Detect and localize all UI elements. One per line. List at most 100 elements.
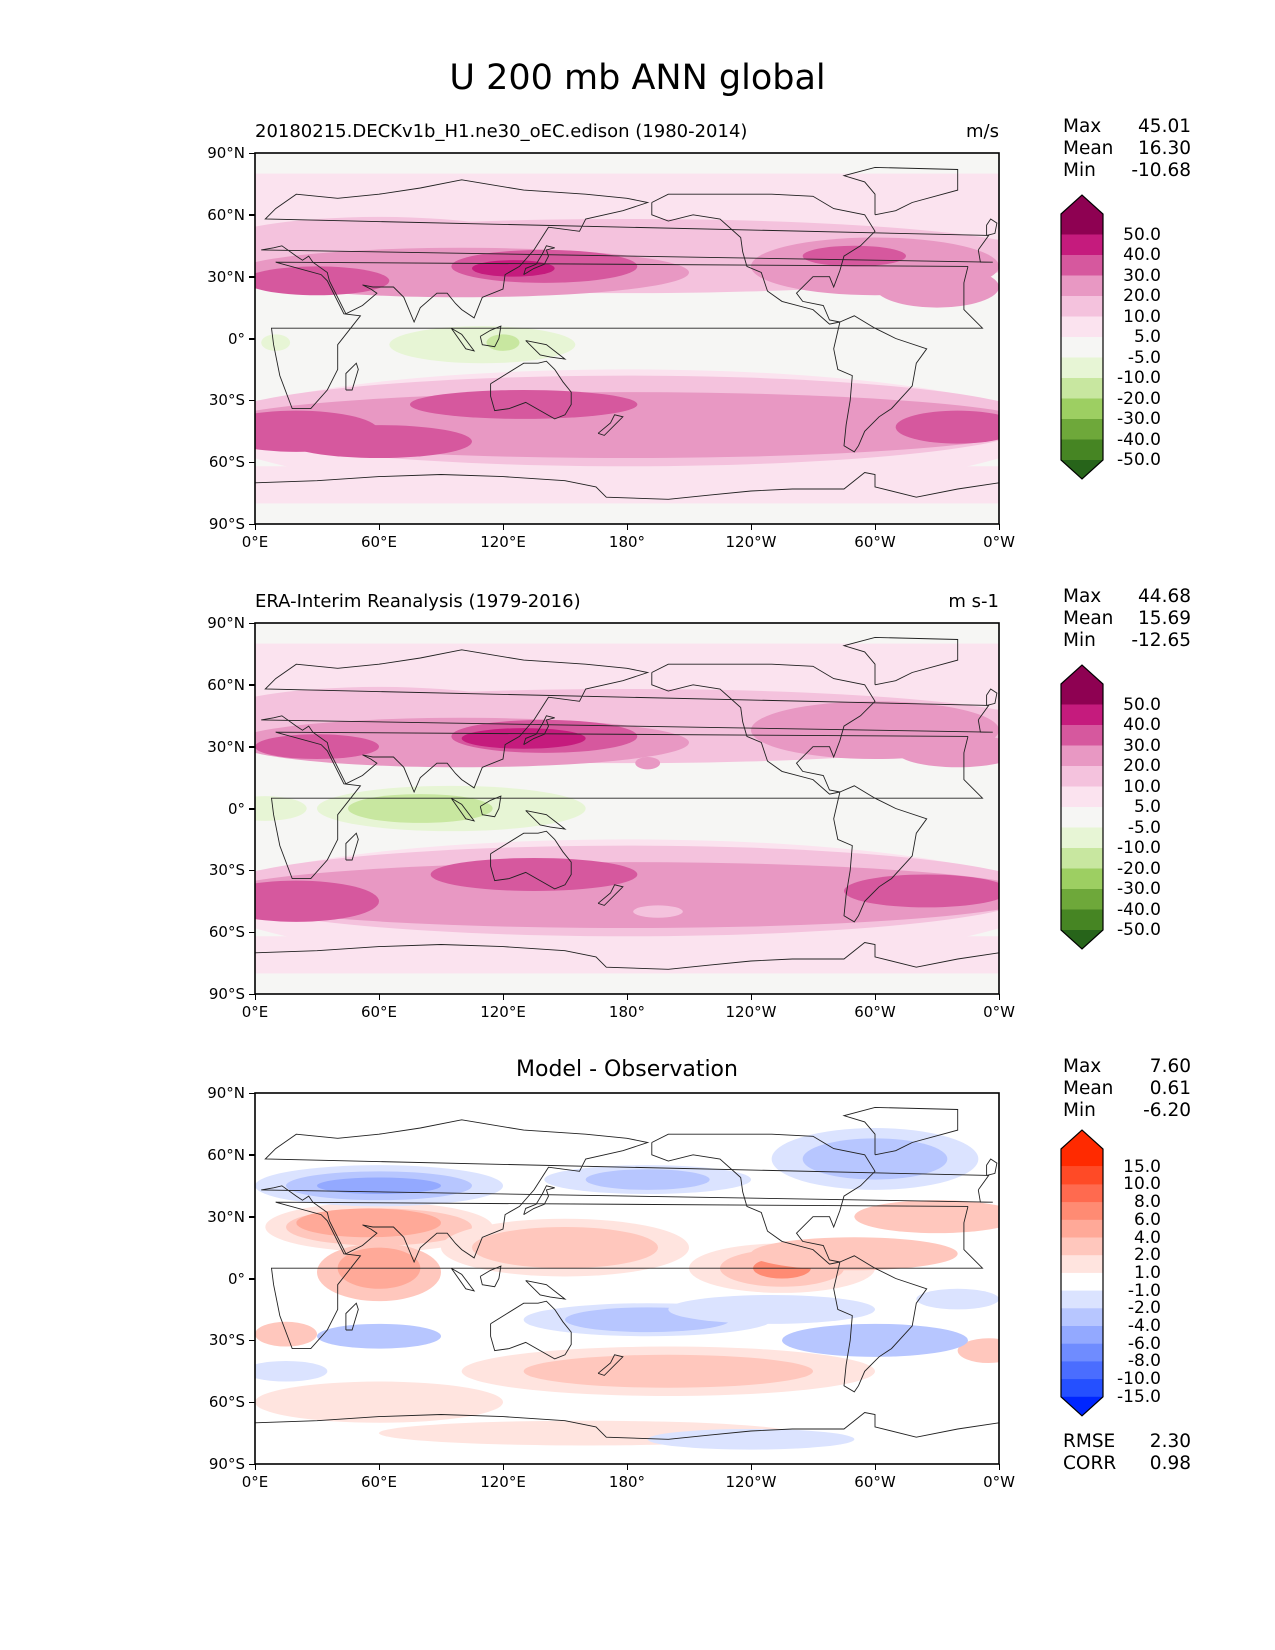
contour-region xyxy=(854,1200,999,1234)
stat-value: 0.98 xyxy=(1149,1453,1191,1474)
contour-region xyxy=(317,1177,441,1194)
contour-region xyxy=(782,1323,968,1357)
y-tick-label: 60°N xyxy=(207,205,245,224)
stat-label: Min xyxy=(1063,160,1096,181)
coastline xyxy=(345,362,359,391)
colorbar-label: -5.0 xyxy=(1127,347,1161,368)
coastline xyxy=(523,715,555,745)
contour-region xyxy=(261,334,291,351)
colorbar-segment xyxy=(1061,337,1103,358)
colorbar-segment xyxy=(1061,275,1103,297)
x-tick-label: 60°E xyxy=(360,1473,398,1491)
stat-max: Max 45.01 xyxy=(1063,116,1191,138)
coastline xyxy=(651,193,876,325)
contour-region xyxy=(751,1237,958,1271)
colorbar-segment xyxy=(1061,439,1103,461)
coastline xyxy=(479,795,502,818)
colorbar-label: 10.0 xyxy=(1123,776,1161,797)
contour-region xyxy=(633,905,683,918)
colorbar-label: -40.0 xyxy=(1117,899,1161,920)
coastline xyxy=(450,1267,476,1292)
y-tick-mark xyxy=(249,523,255,525)
contour-region xyxy=(255,880,379,922)
stat-mean: Mean 15.69 xyxy=(1063,608,1191,630)
colorbar-segment xyxy=(1061,1343,1103,1362)
y-tick-mark xyxy=(249,622,255,624)
colorbar-segment xyxy=(1061,827,1103,849)
error-stats-block: RMSE 2.30 CORR 0.98 xyxy=(1063,1431,1191,1475)
coastline xyxy=(986,688,998,706)
coastline xyxy=(450,327,476,352)
coastline xyxy=(986,1158,998,1176)
y-tick-label: 90°N xyxy=(207,144,245,162)
contour-region xyxy=(255,1381,503,1423)
coastline xyxy=(261,649,993,794)
colorbar-segment xyxy=(1061,316,1103,338)
colorbar-segment xyxy=(1061,725,1103,746)
y-tick-label: 30°S xyxy=(208,861,245,880)
coastline xyxy=(450,797,476,822)
colorbar-segment xyxy=(1061,889,1103,910)
panel-units: m s-1 xyxy=(948,591,999,612)
y-tick-label: 0° xyxy=(227,799,245,818)
x-tick-mark xyxy=(502,1464,504,1470)
colorbar-label: -10.0 xyxy=(1117,368,1161,388)
colorbar-label: -50.0 xyxy=(1117,450,1161,470)
x-tick-label: 120°E xyxy=(480,533,526,551)
contour-region xyxy=(317,1323,441,1349)
colorbar-segment xyxy=(1061,357,1103,379)
stat-label: Mean xyxy=(1063,138,1114,159)
colorbar-label: -8.0 xyxy=(1127,1351,1161,1372)
stat-value: -12.65 xyxy=(1131,630,1191,651)
coastline xyxy=(490,1300,572,1360)
coastline xyxy=(525,340,567,360)
contour-region xyxy=(486,334,520,351)
stat-value: 15.69 xyxy=(1138,608,1191,629)
colorbar-label: 50.0 xyxy=(1123,224,1161,245)
coastline xyxy=(842,636,959,686)
colorbar-segment xyxy=(1061,234,1103,256)
colorbar-segment xyxy=(1061,419,1103,440)
y-tick-mark xyxy=(249,931,255,934)
contour-region xyxy=(585,1169,710,1190)
y-tick-label: 60°S xyxy=(208,1393,245,1412)
colorbar-label: 20.0 xyxy=(1123,286,1161,306)
colorbar-label: 8.0 xyxy=(1133,1192,1161,1213)
coastline xyxy=(833,315,928,453)
coastline xyxy=(523,245,555,275)
colorbar-segment xyxy=(1061,786,1103,808)
x-tick-mark xyxy=(998,524,1000,530)
x-tick-mark xyxy=(998,1464,1000,1470)
stats-block: Max 45.01 Mean 16.30 Min -10.68 xyxy=(1063,116,1191,182)
x-tick-label: 180° xyxy=(608,533,646,551)
stat-rmse: RMSE 2.30 xyxy=(1063,1431,1191,1453)
colorbar-segment xyxy=(1061,1308,1103,1327)
coastline xyxy=(345,832,359,861)
contour-region xyxy=(255,1360,328,1382)
y-tick-mark xyxy=(249,1339,255,1342)
contour-region xyxy=(286,425,472,459)
stat-label: Max xyxy=(1063,116,1102,137)
stat-label: Min xyxy=(1063,1100,1096,1121)
x-tick-label: 60°E xyxy=(360,533,398,551)
coastline xyxy=(651,663,876,795)
y-tick-label: 90°S xyxy=(208,985,245,1003)
y-tick-label: 90°S xyxy=(208,515,245,533)
colorbar-segment xyxy=(1061,1272,1103,1292)
stat-value: -6.20 xyxy=(1143,1100,1191,1121)
colorbar-segment xyxy=(1061,1237,1103,1256)
coastline xyxy=(842,1106,959,1156)
coastline xyxy=(255,942,999,970)
colorbar-label: -10.0 xyxy=(1117,1369,1161,1390)
colorbar-label: 40.0 xyxy=(1123,715,1161,735)
colorbar-segment xyxy=(1061,1202,1103,1221)
colorbar-segment xyxy=(1061,1166,1103,1185)
map-plot xyxy=(254,1092,1000,1465)
panel-title: Model - Observation xyxy=(516,1057,738,1082)
stat-label: Max xyxy=(1063,586,1102,607)
contour-region xyxy=(255,266,390,296)
x-tick-label: 180° xyxy=(608,1473,646,1491)
contour-region xyxy=(296,1208,441,1238)
stat-value: 2.30 xyxy=(1149,1431,1191,1452)
stat-value: 0.61 xyxy=(1149,1078,1191,1099)
